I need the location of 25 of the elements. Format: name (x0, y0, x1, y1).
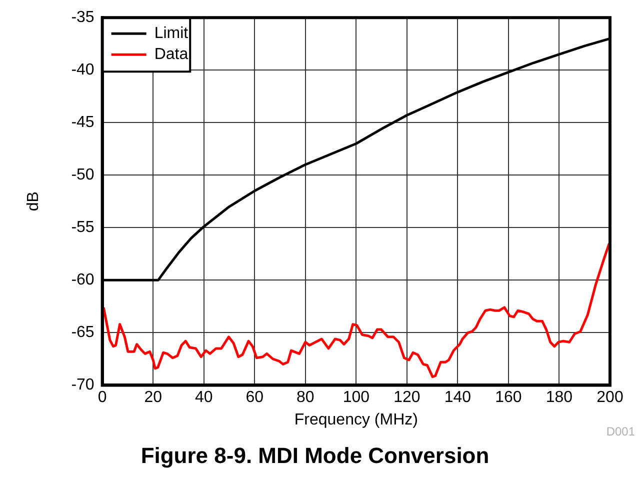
y-tick-label: -55 (71, 219, 94, 236)
x-tick-label: 80 (296, 389, 314, 406)
y-tick-label: -40 (71, 62, 94, 79)
x-tick-label: 120 (394, 389, 420, 406)
text: Figure 8-9. MDI Mode Conversion (140, 442, 490, 468)
x-tick-label: 0 (98, 389, 107, 406)
y-tick-label: -65 (71, 324, 94, 342)
y-tick-label: -45 (71, 114, 94, 132)
text: D001 (606, 424, 636, 439)
x-tick-label: 140 (444, 389, 472, 406)
y-tick-label: -35 (71, 9, 94, 26)
x-tick-label: 40 (194, 389, 213, 406)
legend-label: Data (154, 46, 188, 64)
x-tick-label: 200 (596, 389, 624, 406)
y-tick-label: -50 (71, 166, 94, 184)
legend-label: Limit (154, 25, 189, 42)
x-tick-label: 60 (246, 389, 264, 406)
x-tick-label: 180 (546, 389, 573, 406)
x-tick-label: 20 (144, 389, 162, 406)
y-tick-label: -60 (71, 272, 94, 289)
x-tick-label: 160 (495, 389, 522, 406)
y-axis-title: dB (25, 192, 42, 212)
x-axis-title: Frequency (MHz) (294, 411, 418, 428)
y-tick-label: -70 (71, 376, 94, 394)
x-tick-label: 100 (342, 389, 370, 406)
